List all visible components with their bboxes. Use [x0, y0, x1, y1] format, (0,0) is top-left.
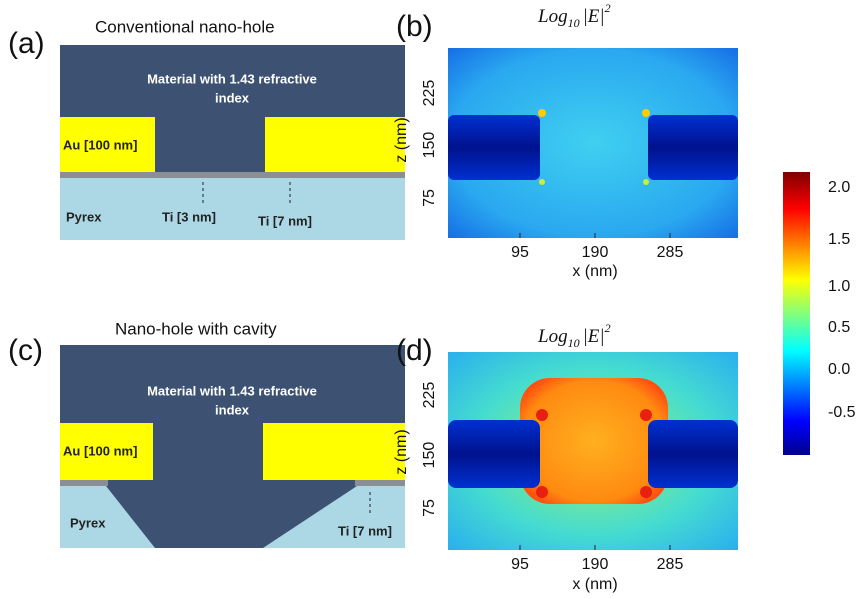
map-title: Log10|E|2 [537, 321, 611, 350]
x-tick-label: 95 [511, 244, 529, 261]
ti-label: Ti [3 nm] [162, 209, 216, 224]
title-part: 2 [605, 1, 611, 15]
material-label: Material with 1.43 refractive [147, 383, 317, 398]
colorbar [783, 172, 810, 455]
colorbar-tick-label: 0.5 [828, 319, 850, 336]
figure: (a) Conventional nano-hole Material with… [0, 0, 860, 599]
material-label: index [215, 90, 250, 105]
y-axis-label: z (nm) [393, 429, 410, 474]
x-tick-label: 95 [511, 556, 529, 573]
x-axis-label: x (nm) [572, 576, 617, 593]
substrate-label: Pyrex [70, 515, 106, 530]
x-axis-label: x (nm) [572, 263, 617, 280]
field-map [448, 352, 738, 550]
panel-title: Nano-hole with cavity [115, 319, 277, 338]
y-tick-label: 150 [421, 442, 438, 469]
colorbar-tick-label: 0.0 [828, 361, 850, 378]
title-part: |E| [583, 6, 605, 27]
colorbar-tick-label: -0.5 [828, 404, 856, 421]
material-label: index [215, 402, 250, 417]
y-tick-label: 75 [421, 189, 438, 207]
panel-label: (c) [8, 334, 43, 367]
title-part: 10 [568, 336, 580, 350]
x-tick-label: 285 [657, 244, 684, 261]
panel-label: (b) [396, 10, 433, 43]
x-tick-label: 190 [582, 556, 609, 573]
colorbar-tick-label: 1.0 [828, 278, 850, 295]
map-title: Log10|E|2 [537, 1, 611, 30]
au-label: Au [100 nm] [63, 137, 137, 152]
panel-label: (d) [396, 334, 433, 367]
title-part: Log [537, 6, 568, 27]
title-part: 2 [605, 321, 611, 335]
title-part: 10 [568, 16, 580, 30]
au-label: Au [100 nm] [63, 443, 137, 458]
x-tick-label: 285 [657, 556, 684, 573]
ti-label: Ti [7 nm] [338, 523, 392, 538]
colorbar-tick-label: 1.5 [828, 231, 850, 248]
y-tick-label: 225 [421, 80, 438, 107]
ti-label: Ti [7 nm] [258, 213, 312, 228]
panel-label: (a) [8, 27, 45, 60]
colorbar-tick-label: 2.0 [828, 179, 850, 196]
substrate-label: Pyrex [66, 209, 102, 224]
title-part: Log [537, 326, 568, 347]
x-tick-label: 190 [582, 244, 609, 261]
y-tick-label: 150 [421, 132, 438, 159]
y-tick-label: 75 [421, 499, 438, 517]
y-tick-label: 225 [421, 382, 438, 409]
material-label: Material with 1.43 refractive [147, 71, 317, 86]
panel-title: Conventional nano-hole [95, 17, 275, 36]
field-map [448, 48, 738, 238]
y-axis-label: z (nm) [393, 117, 410, 162]
title-part: |E| [583, 326, 605, 347]
